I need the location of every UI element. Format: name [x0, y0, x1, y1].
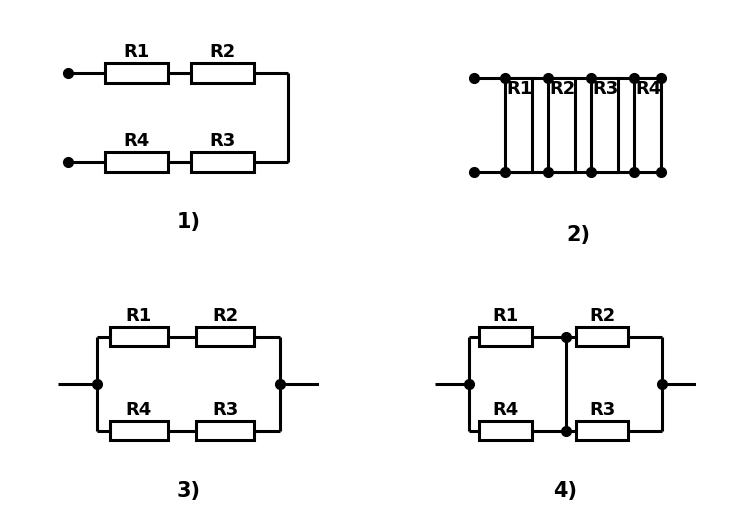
Bar [105, 63, 167, 83]
Text: R1: R1 [126, 307, 152, 326]
Text: R1: R1 [506, 80, 532, 98]
Text: R4: R4 [636, 80, 661, 98]
Bar [191, 63, 254, 83]
Text: R2: R2 [210, 43, 235, 62]
Bar [576, 421, 628, 440]
Bar [196, 421, 254, 440]
Text: R3: R3 [212, 401, 238, 420]
Bar [548, 78, 575, 172]
Text: 1): 1) [176, 212, 201, 232]
Text: 2): 2) [566, 225, 590, 245]
Text: R1: R1 [492, 307, 519, 326]
Text: R4: R4 [126, 401, 152, 420]
Bar [591, 78, 618, 172]
Bar [196, 327, 254, 346]
Text: R4: R4 [123, 132, 149, 150]
Bar [105, 152, 167, 172]
Text: R4: R4 [492, 401, 519, 420]
Bar [110, 421, 167, 440]
Text: 3): 3) [176, 481, 201, 501]
Text: 4): 4) [553, 481, 578, 501]
Text: R3: R3 [589, 401, 615, 420]
Bar [480, 327, 532, 346]
Text: R3: R3 [592, 80, 618, 98]
Bar [634, 78, 661, 172]
Bar [576, 327, 628, 346]
Bar [191, 152, 254, 172]
Text: R2: R2 [549, 80, 575, 98]
Text: R1: R1 [123, 43, 149, 62]
Text: R2: R2 [212, 307, 238, 326]
Bar [480, 421, 532, 440]
Bar [505, 78, 532, 172]
Bar [110, 327, 167, 346]
Text: R3: R3 [210, 132, 235, 150]
Text: R2: R2 [589, 307, 615, 326]
